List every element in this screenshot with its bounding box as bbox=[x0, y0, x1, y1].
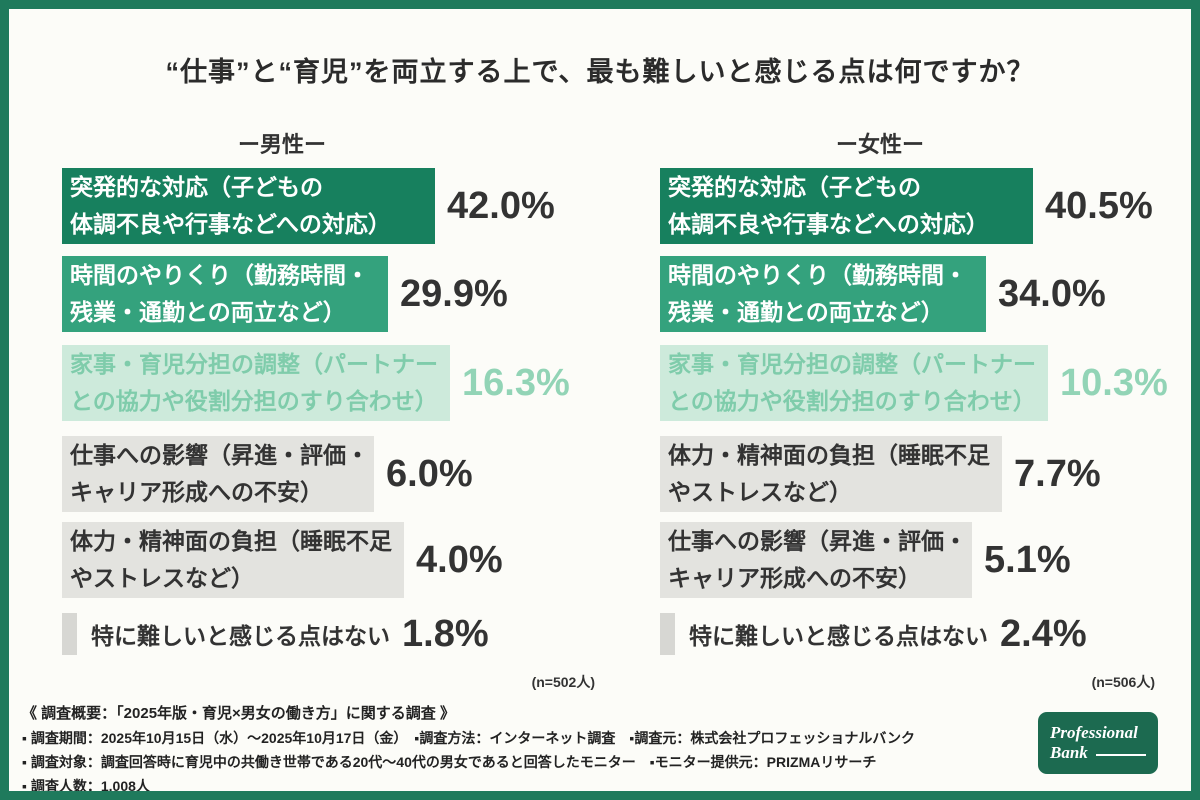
bar-label-line: 体力・精神面の負担（睡眠不足 bbox=[668, 442, 990, 468]
survey-overview: 《 調査概要：「2025年版・育児×男女の働き方」に関する調査 》 bbox=[22, 705, 455, 722]
percent-label: 16.3% bbox=[462, 361, 570, 404]
survey-period-method-source: ▪ 調査期間：2025年10月15日（水）〜2025年10月17日（金） ▪調査… bbox=[22, 730, 916, 746]
percent-label: 34.0% bbox=[998, 272, 1106, 315]
bar-label-line: やストレスなど） bbox=[70, 565, 254, 591]
percent-label: 42.0% bbox=[447, 184, 555, 227]
percent-label: 29.9% bbox=[400, 272, 508, 315]
professional-bank-logo: Professional Bank bbox=[1038, 712, 1158, 774]
women-bar-3: 家事・育児分担の調整（パートナー との協力や役割分担のすり合わせ） bbox=[660, 345, 1048, 421]
men-sample-size: (n=502人) bbox=[531, 674, 595, 690]
bar-label-line: 体調不良や行事などへの対応） bbox=[668, 211, 989, 237]
bar-label-line: との協力や役割分担のすり合わせ） bbox=[668, 388, 1036, 414]
percent-label: 10.3% bbox=[1060, 361, 1168, 404]
marker-chip bbox=[62, 613, 77, 655]
men-item-1: 突発的な対応（子どもの 体調不良や行事などへの対応） 42.0% bbox=[62, 168, 555, 244]
women-item-2: 時間のやりくり（勤務時間・ 残業・通勤との両立など） 34.0% bbox=[660, 256, 1106, 332]
logo-text-professional: Professional bbox=[1050, 723, 1138, 742]
women-bar-4: 体力・精神面の負担（睡眠不足 やストレスなど） bbox=[660, 436, 1002, 512]
men-item-6: 特に難しいと感じる点はない 1.8% bbox=[62, 612, 489, 656]
percent-label: 7.7% bbox=[1014, 452, 1101, 495]
bar-label-line: 特に難しいと感じる点はない bbox=[689, 623, 988, 649]
bar-label-line: との協力や役割分担のすり合わせ） bbox=[70, 388, 438, 414]
bar-label-line: 残業・通勤との両立など） bbox=[70, 299, 346, 325]
bar-label-line: 残業・通勤との両立など） bbox=[668, 299, 944, 325]
men-bar-5: 体力・精神面の負担（睡眠不足 やストレスなど） bbox=[62, 522, 404, 598]
men-bar-1: 突発的な対応（子どもの 体調不良や行事などへの対応） bbox=[62, 168, 435, 244]
bar-label-line: 体調不良や行事などへの対応） bbox=[70, 211, 391, 237]
bar-label-line: 特に難しいと感じる点はない bbox=[91, 623, 390, 649]
women-item-5: 仕事への影響（昇進・評価・ キャリア形成への不安） 5.1% bbox=[660, 522, 1071, 598]
bar-label-line: 突発的な対応（子どもの bbox=[70, 174, 323, 200]
bar-label-line: 仕事への影響（昇進・評価・ bbox=[70, 442, 369, 468]
bar-label-line: 家事・育児分担の調整（パートナー bbox=[70, 351, 438, 377]
percent-label: 4.0% bbox=[416, 538, 503, 581]
bar-label-line: 時間のやりくり（勤務時間・ bbox=[70, 262, 369, 288]
men-bar-4: 仕事への影響（昇進・評価・ キャリア形成への不安） bbox=[62, 436, 374, 512]
logo-text-bank: Bank bbox=[1050, 743, 1088, 762]
logo-underline bbox=[1095, 754, 1146, 756]
men-bar-2: 時間のやりくり（勤務時間・ 残業・通勤との両立など） bbox=[62, 256, 388, 332]
percent-label: 40.5% bbox=[1045, 184, 1153, 227]
men-bar-3: 家事・育児分担の調整（パートナー との協力や役割分担のすり合わせ） bbox=[62, 345, 450, 421]
women-item-6: 特に難しいと感じる点はない 2.4% bbox=[660, 612, 1087, 656]
marker-chip bbox=[660, 613, 675, 655]
men-item-4: 仕事への影響（昇進・評価・ キャリア形成への不安） 6.0% bbox=[62, 436, 473, 512]
bar-label-line: 家事・育児分担の調整（パートナー bbox=[668, 351, 1036, 377]
percent-label: 2.4% bbox=[1000, 612, 1087, 655]
women-item-1: 突発的な対応（子どもの 体調不良や行事などへの対応） 40.5% bbox=[660, 168, 1153, 244]
survey-respondents: ▪ 調査人数：1,008人 bbox=[22, 778, 150, 794]
chart-title: “仕事”と“育児”を両立する上で、最も難しいと感じる点は何ですか？ bbox=[165, 57, 1035, 87]
bar-label-line: 時間のやりくり（勤務時間・ bbox=[668, 262, 967, 288]
survey-target-monitor: ▪ 調査対象：調査回答時に育児中の共働き世帯である20代〜40代の男女であると回… bbox=[22, 754, 877, 770]
men-column-heading: ー男性ー bbox=[237, 132, 326, 157]
bar-label-line: キャリア形成への不安） bbox=[70, 479, 323, 505]
women-bar-1: 突発的な対応（子どもの 体調不良や行事などへの対応） bbox=[660, 168, 1033, 244]
bar-label-line: キャリア形成への不安） bbox=[668, 565, 921, 591]
women-item-4: 体力・精神面の負担（睡眠不足 やストレスなど） 7.7% bbox=[660, 436, 1101, 512]
men-item-5: 体力・精神面の負担（睡眠不足 やストレスなど） 4.0% bbox=[62, 522, 503, 598]
women-column-heading: ー女性ー bbox=[835, 132, 924, 157]
bar-label-line: 仕事への影響（昇進・評価・ bbox=[668, 528, 967, 554]
bar-label-line: やストレスなど） bbox=[668, 479, 852, 505]
men-item-3: 家事・育児分担の調整（パートナー との協力や役割分担のすり合わせ） 16.3% bbox=[62, 345, 570, 421]
men-item-2: 時間のやりくり（勤務時間・ 残業・通勤との両立など） 29.9% bbox=[62, 256, 508, 332]
bar-label-line: 突発的な対応（子どもの bbox=[668, 174, 921, 200]
women-item-3: 家事・育児分担の調整（パートナー との協力や役割分担のすり合わせ） 10.3% bbox=[660, 345, 1168, 421]
women-bar-5: 仕事への影響（昇進・評価・ キャリア形成への不安） bbox=[660, 522, 972, 598]
women-bar-2: 時間のやりくり（勤務時間・ 残業・通勤との両立など） bbox=[660, 256, 986, 332]
percent-label: 1.8% bbox=[402, 612, 489, 655]
women-sample-size: (n=506人) bbox=[1091, 674, 1155, 690]
percent-label: 5.1% bbox=[984, 538, 1071, 581]
percent-label: 6.0% bbox=[386, 452, 473, 495]
bar-label-line: 体力・精神面の負担（睡眠不足 bbox=[70, 528, 392, 554]
